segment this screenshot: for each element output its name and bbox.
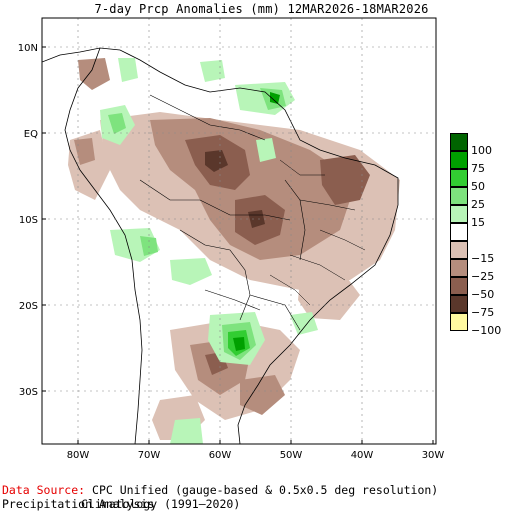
coastline <box>42 47 399 444</box>
data-source-text: CPC Unified (gauge-based & 0.5x0.5 deg r… <box>2 483 439 511</box>
legend-label: 75 <box>471 162 485 175</box>
axis-ticks <box>42 46 434 444</box>
wet-anomaly-region <box>270 92 280 104</box>
country-border <box>139 94 306 331</box>
y-axis-label: 20S <box>19 301 38 312</box>
dry-anomaly-region <box>320 155 370 205</box>
y-axis-label: EQ <box>24 129 38 140</box>
legend-label: −50 <box>471 288 495 301</box>
dry-anomaly-region <box>78 58 110 90</box>
x-axis-label: 40W <box>351 450 374 461</box>
legend-label: 50 <box>471 180 485 193</box>
wet-anomaly-region <box>108 113 126 134</box>
legend-swatch <box>450 295 468 313</box>
dry-anomaly-region <box>248 210 265 228</box>
anomaly-field <box>68 58 400 444</box>
legend-swatch <box>450 241 468 259</box>
state-border <box>269 159 366 306</box>
x-axis-label: 60W <box>209 450 232 461</box>
legend-swatch <box>450 277 468 295</box>
legend-label: 100 <box>471 144 492 157</box>
data-source-label: Data Source: <box>2 483 86 497</box>
legend-swatch <box>450 223 468 241</box>
map-title: 7-day Prcp Anomalies (mm) 12MAR2026-18MA… <box>94 2 429 16</box>
data-source-line: Data Source: CPC Unified (gauge-based & … <box>2 483 523 511</box>
legend-label: −25 <box>471 270 495 283</box>
legend-swatch <box>450 133 468 151</box>
x-axis-label: 80W <box>67 450 90 461</box>
graticule <box>42 18 436 444</box>
legend-swatch <box>450 259 468 277</box>
wet-anomaly-region <box>233 337 245 351</box>
legend-swatch <box>450 169 468 187</box>
coastlines-and-borders <box>42 47 399 444</box>
x-axis-label: 30W <box>422 450 445 461</box>
legend-swatch <box>450 187 468 205</box>
wet-anomaly-region <box>256 138 276 162</box>
y-axis-label: 30S <box>19 387 38 398</box>
dry-anomaly-region <box>205 150 228 172</box>
legend-label: 25 <box>471 198 485 211</box>
x-axis-label: 50W <box>280 450 303 461</box>
x-axis-label: 70W <box>138 450 161 461</box>
map-frame <box>41 17 437 445</box>
y-axis-label: 10S <box>19 215 38 226</box>
legend-swatch <box>450 313 468 331</box>
dry-anomaly-region <box>298 275 360 320</box>
climatology-text: Climatology (1991–2020) <box>81 497 241 511</box>
dry-anomaly-region <box>74 138 95 165</box>
wet-anomaly-region <box>170 418 203 444</box>
legend-swatch <box>450 205 468 223</box>
legend-label: −15 <box>471 252 495 265</box>
y-axis-labels: 10N EQ 10S 20S 30S <box>18 43 38 398</box>
legend-swatch <box>450 151 468 169</box>
x-axis-labels: 80W 70W 60W 50W 40W 30W <box>67 450 445 461</box>
coastline <box>64 47 143 444</box>
climatology-line: Climatology (1991–2020) <box>81 497 240 511</box>
wet-anomaly-region <box>118 58 138 82</box>
wet-anomaly-region <box>200 60 225 82</box>
legend-label: −75 <box>471 306 495 319</box>
dry-anomaly-region <box>240 375 285 415</box>
legend-label: 15 <box>471 216 485 229</box>
wet-anomaly-region <box>290 312 318 335</box>
y-axis-label: 10N <box>18 43 38 54</box>
wet-anomaly-region <box>170 258 212 285</box>
legend-label: −100 <box>471 324 502 337</box>
